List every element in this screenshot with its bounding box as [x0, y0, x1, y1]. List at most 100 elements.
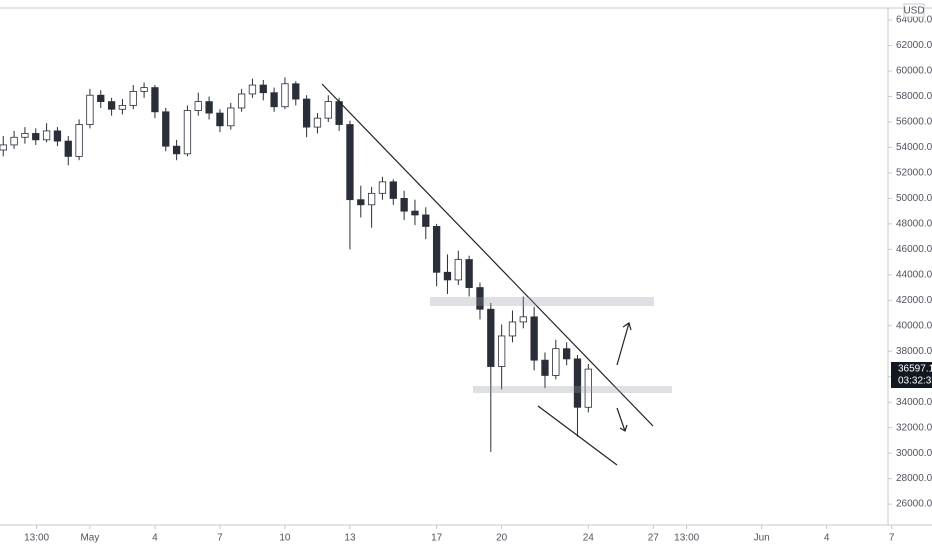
candle-body [400, 198, 408, 212]
currency-box [903, 3, 925, 18]
y-tick-label: 28000.00 [896, 473, 932, 484]
candle-body [21, 133, 29, 138]
candle-body [487, 308, 495, 367]
x-tick-label: 27 [648, 533, 660, 544]
candle-body [584, 368, 592, 408]
arrow-up [616, 322, 632, 366]
candle-body [107, 101, 116, 110]
candle-body [335, 101, 343, 125]
y-tick-label: 26000.00 [896, 499, 932, 510]
candle-body [259, 84, 267, 94]
x-tick-label: 7 [217, 533, 223, 544]
y-tick-label: 40000.00 [896, 320, 932, 331]
last-price: 36597.14 [898, 364, 932, 375]
candle-body [292, 83, 300, 100]
x-tick-label: 10 [279, 533, 291, 544]
candle-body [562, 348, 571, 360]
x-tick-label: 17 [431, 533, 443, 544]
candle-body [302, 98, 311, 128]
channel-line [537, 405, 618, 466]
candle-body [465, 259, 473, 288]
candle-body [313, 117, 322, 128]
x-tick-label: Jun [754, 533, 770, 544]
candle-body [183, 110, 192, 155]
currency-label: USD [903, 6, 924, 17]
candle-body [64, 140, 72, 157]
price-tag [891, 362, 932, 388]
y-tick-label: 56000.00 [896, 117, 932, 128]
y-tick-label: 38000.00 [896, 346, 932, 357]
y-tick-label: 64000.00 [896, 15, 932, 26]
candle-body [454, 259, 462, 281]
candle-body [573, 358, 582, 408]
candle-body [476, 287, 484, 310]
countdown: 03:32:33 [898, 376, 932, 387]
resistance-zone [430, 297, 654, 306]
candle-body [422, 214, 430, 227]
candle-body [432, 226, 441, 273]
candle-body [75, 124, 83, 157]
y-tick-label: 50000.00 [896, 193, 932, 204]
candle-body [541, 359, 549, 376]
y-tick-label: 32000.00 [896, 422, 932, 433]
candle-body [357, 199, 365, 206]
x-tick-label: 4 [152, 533, 158, 544]
x-tick-label: 13:00 [24, 533, 49, 544]
candle-body [378, 181, 387, 194]
candle-body [530, 316, 538, 361]
candle-body [270, 92, 278, 108]
candle-body [118, 105, 127, 110]
y-tick-label: 60000.00 [896, 66, 932, 77]
candle-body [140, 87, 148, 92]
drawings [321, 83, 654, 466]
arrow-down [616, 407, 628, 432]
candle-body [172, 145, 181, 155]
candle-body [97, 94, 105, 103]
candle-body [86, 94, 94, 125]
candle-body [129, 91, 137, 106]
candles [0, 77, 592, 452]
y-tick-label: 44000.00 [896, 269, 932, 280]
candle-body [552, 348, 560, 376]
y-tick-label: 46000.00 [896, 244, 932, 255]
candle-body [162, 111, 170, 147]
candle-body [411, 210, 419, 216]
y-tick-label: 30000.00 [896, 448, 932, 459]
y-tick-label: 54000.00 [896, 142, 932, 153]
x-tick-label: 13 [344, 533, 356, 544]
candle-body [389, 181, 397, 199]
x-tick-label: 24 [583, 533, 595, 544]
y-tick-label: 48000.00 [896, 219, 932, 230]
candle-body [443, 271, 452, 281]
candle-body [367, 192, 376, 206]
x-tick-label: 13:00 [674, 533, 699, 544]
candle-body [10, 136, 18, 146]
candle-body [42, 130, 51, 141]
candle-body [151, 87, 159, 113]
candle-body [281, 83, 289, 108]
candle-body [248, 84, 257, 95]
x-tick-label: May [80, 533, 99, 544]
candle-body [194, 101, 202, 111]
candle-body [237, 93, 246, 109]
x-tick-label: 4 [824, 533, 830, 544]
x-tick-label: 20 [496, 533, 508, 544]
candle-body [216, 112, 224, 127]
candle-body [497, 335, 506, 367]
candle-body [346, 124, 354, 201]
x-tick-label: 7 [889, 533, 895, 544]
trend-line [321, 83, 654, 427]
candle-body [53, 130, 62, 142]
y-tick-label: 58000.00 [896, 91, 932, 102]
candle-body [227, 107, 235, 127]
y-tick-label: 34000.00 [896, 397, 932, 408]
candle-body [519, 316, 527, 323]
candle-body [508, 321, 517, 337]
candle-body [32, 133, 40, 141]
y-tick-label: 42000.00 [896, 295, 932, 306]
y-tick-label: 62000.00 [896, 40, 932, 51]
support-zone [473, 386, 672, 393]
candle-body [0, 144, 7, 151]
y-tick-label: 52000.00 [896, 168, 932, 179]
